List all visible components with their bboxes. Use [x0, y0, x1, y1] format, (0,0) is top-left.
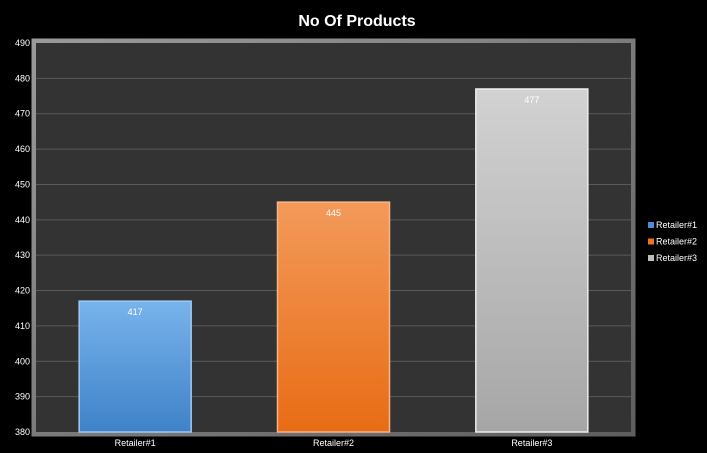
legend-entry: Retailer#1: [656, 220, 697, 230]
legend-swatch: [648, 255, 654, 261]
plot-frame: [31, 38, 636, 437]
data-label: 417: [128, 307, 143, 317]
y-tick-label: 400: [15, 356, 30, 366]
y-tick-label: 480: [15, 73, 30, 83]
y-tick-label: 390: [15, 392, 30, 402]
bar-retailer-2: [276, 201, 391, 433]
data-labels: 417 445 477: [128, 95, 540, 317]
y-tick-label: 460: [15, 144, 30, 154]
x-axis-tick-labels: Retailer#1 Retailer#2 Retailer#3: [115, 438, 553, 448]
legend-swatch: [648, 222, 654, 228]
data-label: 445: [326, 208, 341, 218]
x-tick-label: Retailer#2: [313, 438, 354, 448]
legend-entry: Retailer#3: [656, 253, 697, 263]
bars: [78, 88, 589, 433]
y-tick-label: 470: [15, 109, 30, 119]
y-tick-label: 410: [15, 321, 30, 331]
x-tick-label: Retailer#1: [115, 438, 156, 448]
bar-retailer-3: [475, 88, 589, 433]
bar-retailer-1: [78, 300, 192, 433]
y-tick-label: 380: [15, 427, 30, 437]
legend-entry: Retailer#2: [656, 237, 697, 247]
x-tick-label: Retailer#3: [511, 438, 552, 448]
y-tick-label: 450: [15, 179, 30, 189]
chart-title: No Of Products: [298, 13, 415, 30]
y-axis-tick-labels: 380 390 400 410 420 430 440 450 460 470 480 490: [15, 38, 30, 437]
legend: Retailer#1 Retailer#2 Retailer#3: [648, 220, 697, 263]
y-tick-label: 440: [15, 215, 30, 225]
y-tick-label: 430: [15, 250, 30, 260]
y-tick-label: 420: [15, 286, 30, 296]
data-label: 477: [524, 95, 539, 105]
legend-swatch: [648, 238, 654, 245]
y-tick-label: 490: [15, 38, 30, 48]
